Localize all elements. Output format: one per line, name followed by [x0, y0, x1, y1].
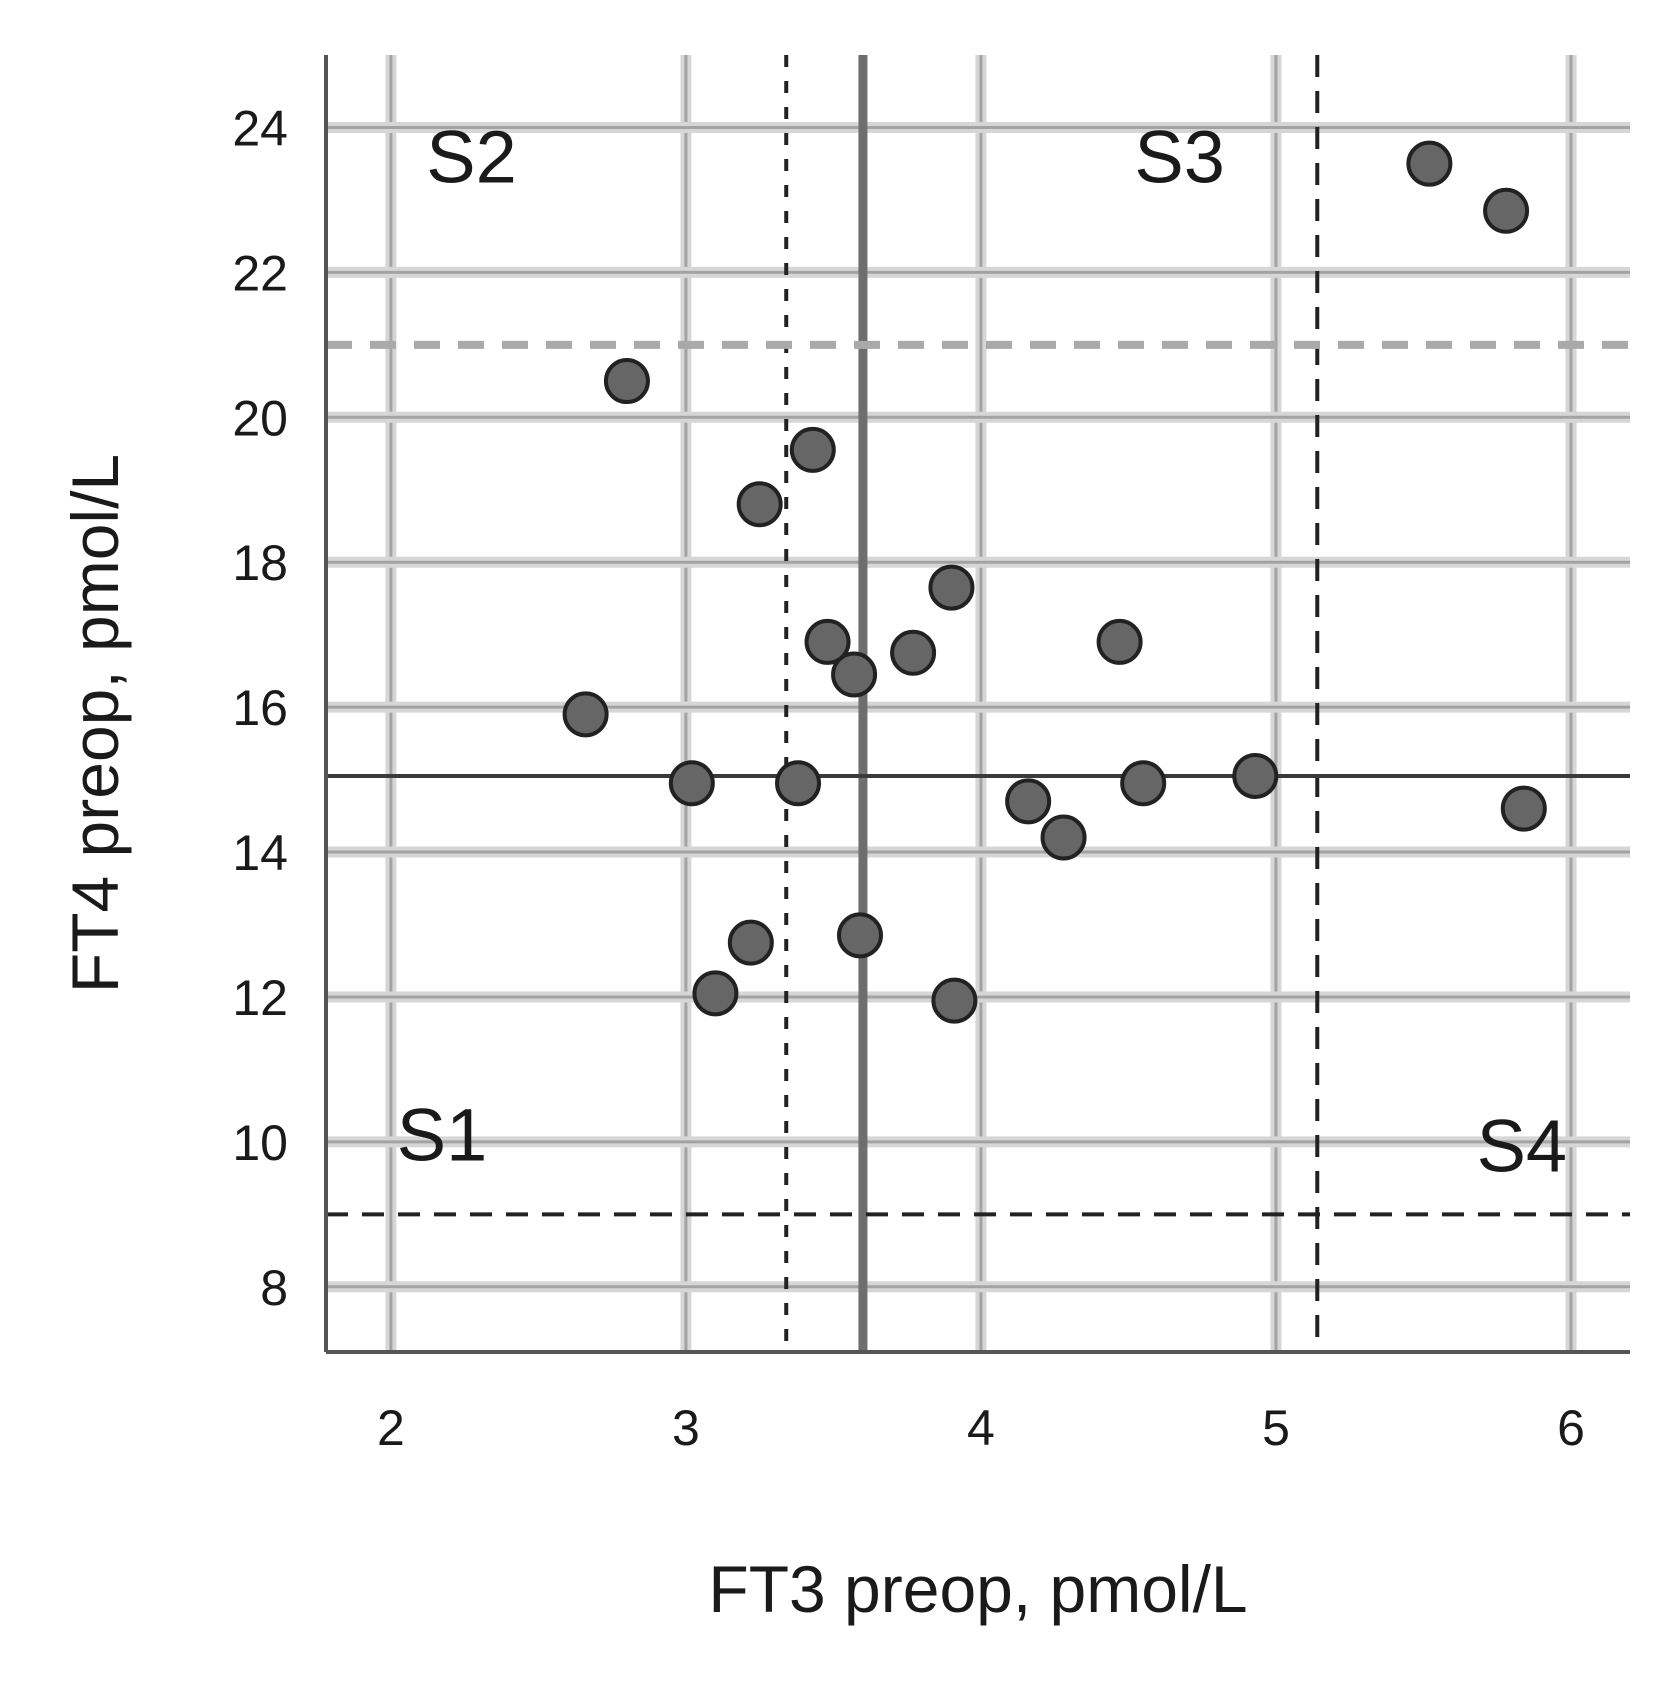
region-label-s2: S2 [426, 115, 517, 198]
x-tick-label: 4 [967, 1400, 995, 1456]
data-point [836, 912, 883, 959]
x-tick-label: 5 [1262, 1400, 1290, 1456]
y-tick-label: 20 [232, 390, 288, 446]
data-point [668, 760, 715, 807]
data-point [775, 760, 822, 807]
data-point [931, 977, 978, 1024]
y-tick-label: 18 [232, 535, 288, 591]
x-axis-title: FT3 preop, pmol/L [708, 1552, 1247, 1626]
data-point [789, 426, 836, 473]
x-tick-label: 3 [672, 1400, 700, 1456]
reference-lines [326, 55, 1630, 1352]
grid-lines [326, 55, 1630, 1352]
data-point [1120, 760, 1167, 807]
data-point [804, 618, 851, 665]
data-point [1500, 785, 1547, 832]
data-point [928, 564, 975, 611]
data-point [692, 970, 739, 1017]
x-tick-label: 2 [377, 1400, 405, 1456]
axes [324, 55, 1630, 1354]
data-point [1232, 752, 1279, 799]
region-label-s3: S3 [1134, 115, 1225, 198]
data-point [1005, 778, 1052, 825]
data-point [1096, 618, 1143, 665]
y-tick-label: 24 [232, 100, 288, 156]
data-point [603, 358, 650, 405]
data-point [1406, 140, 1453, 187]
y-tick-label: 22 [232, 245, 288, 301]
y-tick-label: 10 [232, 1115, 288, 1171]
y-tick-label: 14 [232, 825, 288, 881]
data-point [1040, 814, 1087, 861]
region-label-s1: S1 [397, 1094, 488, 1177]
region-label-s4: S4 [1477, 1104, 1568, 1187]
data-point [562, 691, 609, 738]
y-tick-label: 8 [260, 1260, 288, 1316]
region-labels: S2 S3 S1 S4 [397, 115, 1567, 1187]
data-point [727, 919, 774, 966]
y-tick-label: 12 [232, 970, 288, 1026]
data-point [736, 481, 783, 528]
y-tick-label: 16 [232, 680, 288, 736]
data-point [890, 629, 937, 676]
data-point [831, 651, 878, 698]
x-tick-label: 6 [1557, 1400, 1585, 1456]
data-points [562, 140, 1547, 1024]
y-axis-title: FT4 preop, pmol/L [58, 454, 132, 993]
tick-labels: 2 3 4 5 6 8 10 12 14 16 18 20 22 24 [232, 100, 1585, 1456]
data-point [1483, 187, 1530, 234]
